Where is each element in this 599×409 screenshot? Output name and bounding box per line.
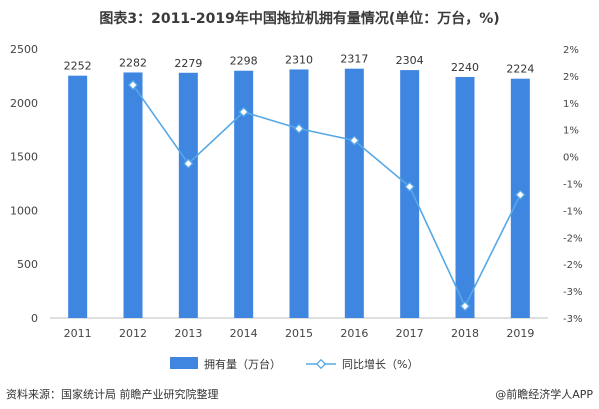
x-tick-label: 2016 xyxy=(340,327,368,340)
bar-data-label: 2317 xyxy=(340,53,368,66)
x-tick-label: 2014 xyxy=(230,327,258,340)
bar-data-label: 2240 xyxy=(451,61,479,74)
left-tick-label: 1500 xyxy=(10,151,38,164)
right-tick-label: -2% xyxy=(563,233,582,244)
source-note: 资料来源：国家统计局 前瞻产业研究院整理 xyxy=(6,388,219,401)
x-tick-label: 2013 xyxy=(174,327,202,340)
legend-label-line: 同比增长（%） xyxy=(342,357,418,371)
x-tick-label: 2017 xyxy=(396,327,424,340)
right-tick-label: -1% xyxy=(563,206,582,217)
left-tick-label: 2500 xyxy=(10,43,38,56)
right-tick-label: 0% xyxy=(563,153,579,164)
bar-data-label: 2224 xyxy=(506,63,534,76)
bar xyxy=(68,75,88,318)
growth-point xyxy=(515,189,526,200)
growth-point xyxy=(404,181,415,192)
x-tick-label: 2018 xyxy=(451,327,479,340)
left-tick-label: 1000 xyxy=(10,204,38,217)
right-tick-label: -2% xyxy=(563,260,582,271)
left-tick-label: 2000 xyxy=(10,97,38,110)
growth-point xyxy=(183,158,194,169)
right-tick-label: -1% xyxy=(563,180,582,191)
growth-point xyxy=(293,123,305,134)
growth-point xyxy=(238,106,249,118)
right-tick-label: 1% xyxy=(563,99,579,110)
left-tick-label: 500 xyxy=(17,258,38,271)
x-tick-label: 2019 xyxy=(506,327,534,340)
bar-data-label: 2252 xyxy=(64,60,92,73)
brand-mark: @前瞻经济学人APP xyxy=(495,388,593,401)
bar xyxy=(455,76,475,318)
legend-swatch-bar xyxy=(170,357,198,369)
growth-line xyxy=(132,84,522,309)
bar-data-label: 2310 xyxy=(285,53,313,66)
right-tick-label: -3% xyxy=(563,287,582,298)
left-tick-label: 0 xyxy=(31,312,38,325)
right-tick-label: -3% xyxy=(563,314,582,325)
bar-data-label: 2304 xyxy=(396,54,424,67)
bar xyxy=(123,72,143,318)
x-tick-label: 2015 xyxy=(285,327,313,340)
bar xyxy=(344,68,364,319)
legend-marker-line xyxy=(315,358,327,370)
bar xyxy=(234,70,254,318)
chart-title: 图表3：2011-2019年中国拖拉机拥有量情况(单位：万台，%) xyxy=(99,11,500,27)
bar xyxy=(178,72,198,318)
right-tick-label: 2% xyxy=(563,45,579,56)
growth-point xyxy=(349,135,360,146)
bar-data-label: 2298 xyxy=(230,55,258,68)
x-tick-label: 2012 xyxy=(119,327,147,340)
bar-data-label: 2282 xyxy=(119,56,147,69)
bar xyxy=(400,70,420,318)
bar-data-label: 2279 xyxy=(174,57,202,70)
bar xyxy=(289,69,309,318)
legend-label-bar: 拥有量（万台） xyxy=(204,357,281,371)
right-tick-label: 1% xyxy=(563,126,579,137)
right-tick-label: 2% xyxy=(563,72,579,83)
growth-point xyxy=(459,301,471,312)
growth-point xyxy=(127,79,139,91)
x-tick-label: 2011 xyxy=(64,327,92,340)
